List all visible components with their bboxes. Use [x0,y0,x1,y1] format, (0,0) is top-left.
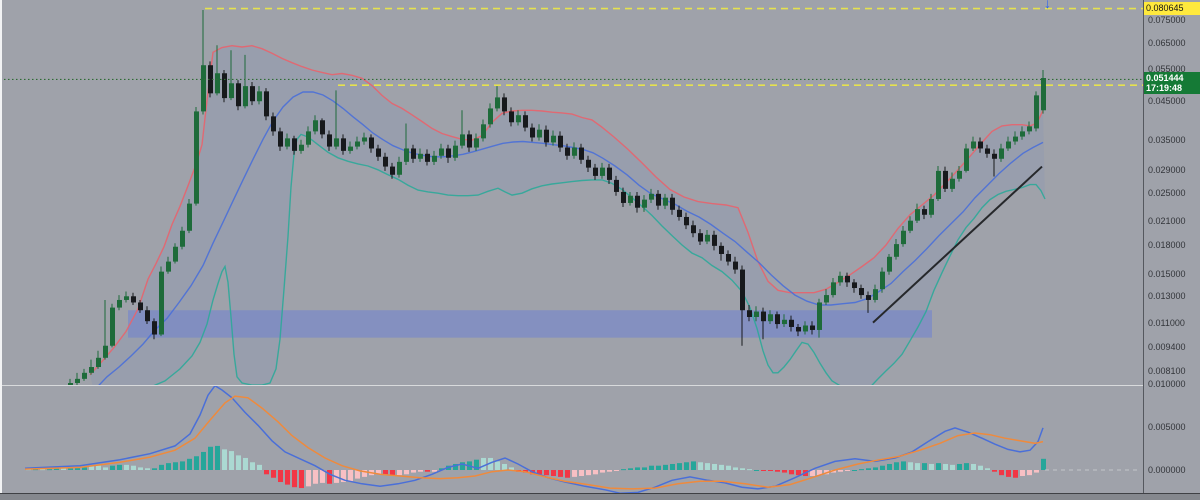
current-price-time: 17:19:48 [1146,83,1183,94]
price-tick-label: 0.009400 [1148,342,1186,353]
price-tick-label: 0.005000 [1148,422,1186,432]
price-axis[interactable]: 0.080645 0.051444 17:19:48 0.075000 0.065… [1144,0,1200,493]
price-tick-label: 0.013000 [1148,291,1186,302]
price-tick-label: 0.018000 [1148,239,1186,250]
price-tick-label: 0.015000 [1148,268,1186,279]
price-tick-label: 0.008100 [1148,365,1186,376]
price-tick-label: 0.011000 [1148,317,1185,328]
price-tick-label: 0.025000 [1148,188,1186,199]
left-edge-decoration [0,0,2,500]
current-price-value: 0.051444 [1146,73,1184,84]
price-tick-label: 0.021000 [1148,215,1186,226]
price-tick-label: 0.029000 [1148,164,1186,175]
alert-arrow-icon[interactable]: ↓ [1044,0,1051,11]
price-tick-label: 0.055000 [1148,63,1186,74]
price-tick-label: 0.045000 [1148,95,1186,106]
price-tick-label: 0.075000 [1148,15,1186,25]
alert-price-label[interactable]: 0.080645 [1144,1,1200,15]
time-axis-strip[interactable] [0,493,1200,500]
price-tick-label: 0.065000 [1148,37,1186,48]
price-tick-label: 0.000000 [1148,465,1186,475]
price-tick-label: 0.010000 [1148,379,1186,389]
price-tick-label: 0.035000 [1148,135,1186,146]
current-price-label: 0.051444 17:19:48 [1144,72,1200,95]
